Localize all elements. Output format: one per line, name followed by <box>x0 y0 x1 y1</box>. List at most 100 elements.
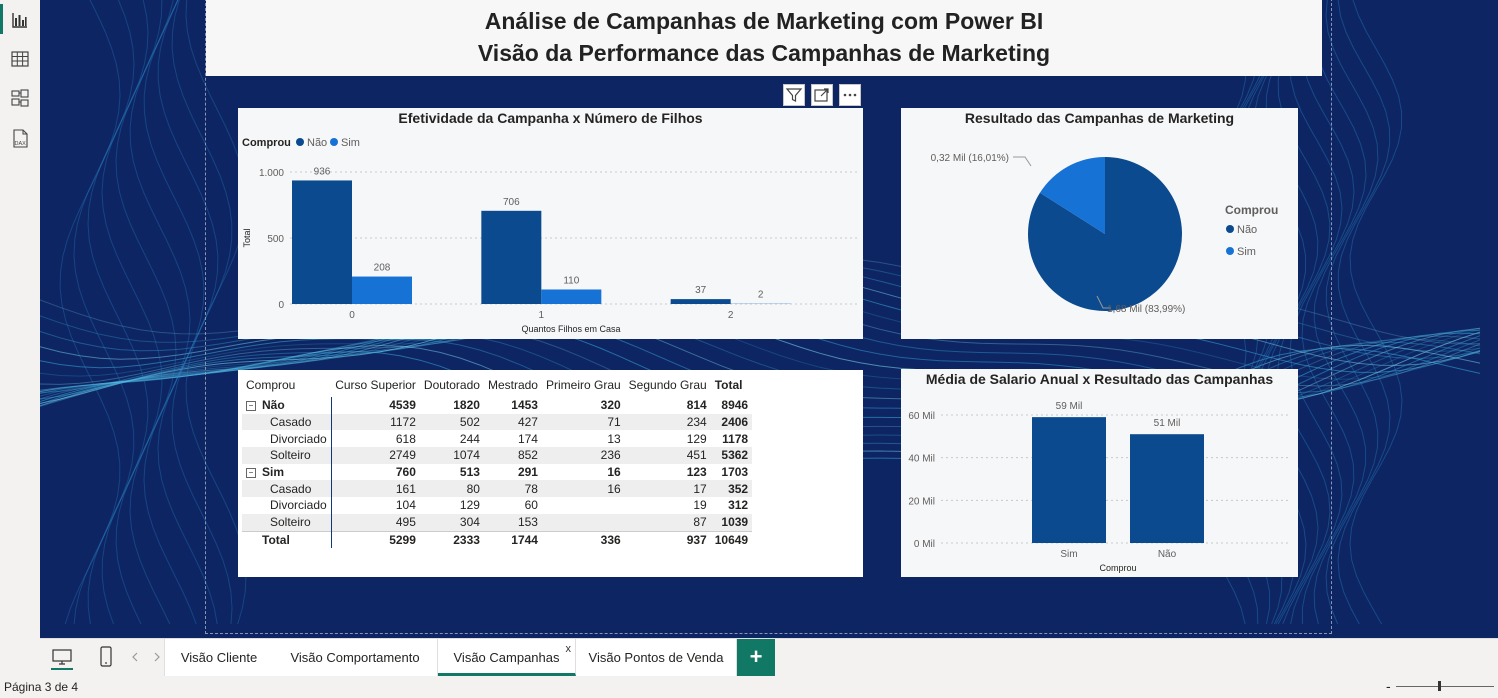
wave-line <box>171 0 233 625</box>
table-cell: 2406 <box>710 413 753 431</box>
filter-button[interactable] <box>783 84 805 106</box>
focus-mode-button[interactable] <box>811 84 833 106</box>
wave-line <box>129 0 191 625</box>
legend-title: Comprou <box>1225 203 1278 217</box>
table-cell: 320 <box>600 398 621 413</box>
row-label: Não <box>262 398 285 413</box>
legend-label: Não <box>307 137 327 149</box>
x-tick-label: 1 <box>539 310 545 321</box>
tab-visao-campanhas[interactable]: Visão Campanhas x <box>438 639 576 676</box>
mobile-layout-icon <box>100 646 112 667</box>
pie-slice-sim <box>1039 157 1105 234</box>
view-switcher: DAX <box>0 0 41 638</box>
table-cell: 1178 <box>722 431 749 446</box>
chart-resultado-card[interactable]: Resultado das Campanhas de Marketing 0,3… <box>901 108 1298 339</box>
chart-filhos-card[interactable]: Efetividade da Campanha x Número de Filh… <box>238 108 863 339</box>
y-tick-label: 1.000 <box>259 168 284 179</box>
bar-nao-1 <box>481 210 542 304</box>
matrix-header-row: Comprou Curso Superior Doutorado Mestrado Pr… <box>242 373 752 397</box>
page-subtitle: Visão da Performance das Campanhas de Ma… <box>477 40 1051 66</box>
table-row: Casado 161 80 78 16 17 352 <box>242 480 753 498</box>
table-cell: 153 <box>483 513 542 531</box>
column-header[interactable]: Curso Superior <box>335 378 416 392</box>
table-cell: 513 <box>459 465 480 480</box>
tab-visao-pontos-de-venda[interactable]: Visão Pontos de Venda <box>576 639 737 676</box>
table-cell: 814 <box>686 398 707 413</box>
mobile-layout-button[interactable] <box>94 643 118 671</box>
dax-query-icon[interactable]: DAX <box>8 127 32 151</box>
column-header[interactable]: Segundo Grau <box>628 378 707 392</box>
table-cell: 352 <box>710 480 753 498</box>
collapse-icon[interactable]: − <box>246 467 256 478</box>
row-header: Divorciado <box>242 430 332 448</box>
zoom-slider-thumb[interactable] <box>1438 681 1441 691</box>
table-view-icon[interactable] <box>8 47 32 71</box>
wave-line <box>1301 0 1355 625</box>
table-cell: 17 <box>624 480 711 498</box>
x-axis-title: Quantos Filhos em Casa <box>521 324 620 334</box>
column-header[interactable]: Primeiro Grau <box>545 378 621 392</box>
row-label: Sim <box>262 465 285 480</box>
tab-visao-comportamento[interactable]: Visão Comportamento <box>273 639 438 676</box>
table-cell: 4539 <box>389 398 416 413</box>
chart-salario-card[interactable]: Média de Salario Anual x Resultado das C… <box>901 369 1298 577</box>
more-options-button[interactable] <box>839 84 861 106</box>
data-label-sim: 0,32 Mil (16,01%) <box>931 153 1009 164</box>
table-cell: 304 <box>419 513 484 531</box>
row-header: − Não <box>242 397 332 414</box>
add-page-button[interactable]: + <box>737 639 775 676</box>
table-cell: 16 <box>541 480 625 498</box>
table-cell: 502 <box>419 413 484 431</box>
row-label: Solteiro <box>270 515 311 530</box>
column-header[interactable]: Total <box>714 378 743 392</box>
y-axis-title: Total <box>242 228 252 247</box>
table-cell: 5362 <box>710 447 753 464</box>
zoom-out-button[interactable]: - <box>1386 678 1391 694</box>
wave-line <box>115 0 177 625</box>
table-cell: 495 <box>331 513 420 531</box>
table-cell: 13 <box>607 431 621 446</box>
close-tab-icon[interactable]: x <box>565 643 572 655</box>
page-tab-bar: Visão Cliente Visão Comportamento Visão … <box>40 638 1498 677</box>
column-header[interactable]: Mestrado <box>487 378 538 392</box>
column-header[interactable]: Comprou <box>246 378 296 392</box>
table-cell: 2333 <box>419 530 484 549</box>
zoom-slider-track[interactable] <box>1396 686 1494 687</box>
title-card: Análise de Campanhas de Marketing com Po… <box>206 0 1322 76</box>
table-cell: 1820 <box>453 398 480 413</box>
data-label: 2 <box>758 290 764 301</box>
matrix-table-card[interactable]: Comprou Curso Superior Doutorado Mestrado Pr… <box>238 370 863 577</box>
wave-line <box>157 0 219 625</box>
scroll-left-icon[interactable] <box>130 651 140 663</box>
report-view-icon[interactable] <box>8 8 32 32</box>
matrix-table: Comprou Curso Superior Doutorado Mestrado Pr… <box>242 373 753 549</box>
y-tick-label: 0 <box>278 300 284 311</box>
table-cell: 618 <box>395 431 416 446</box>
table-row: Solteiro 495 304 153 87 1039 <box>242 513 753 531</box>
x-tick-label: 2 <box>728 310 734 321</box>
bar-sim-1 <box>541 289 602 304</box>
collapse-icon[interactable]: − <box>246 401 256 412</box>
data-label: 208 <box>374 263 391 274</box>
scroll-right-icon[interactable] <box>152 651 162 663</box>
table-cell: 760 <box>395 465 416 480</box>
chart-resultado-title: Resultado das Campanhas de Marketing <box>964 110 1235 126</box>
column-header[interactable]: Doutorado <box>423 378 480 392</box>
row-header: Solteiro <box>242 447 332 464</box>
row-label: Casado <box>270 481 312 496</box>
table-row: Divorciado 618 244 174 13 129 1178 <box>242 430 752 448</box>
table-cell: 1744 <box>483 530 542 549</box>
row-label: Casado <box>270 415 312 430</box>
table-cell <box>541 513 625 531</box>
y-tick-label: 0 Mil <box>914 539 935 550</box>
filter-icon <box>785 88 803 102</box>
desktop-layout-button[interactable] <box>48 643 76 671</box>
svg-text:DAX: DAX <box>15 141 27 147</box>
pie-slice-nao <box>1027 157 1182 311</box>
wave-line <box>101 0 163 625</box>
table-cell: 174 <box>517 431 538 446</box>
table-cell: 78 <box>483 480 542 498</box>
table-cell: 291 <box>517 465 538 480</box>
tab-visao-cliente[interactable]: Visão Cliente <box>164 639 274 676</box>
model-view-icon[interactable] <box>8 86 32 110</box>
